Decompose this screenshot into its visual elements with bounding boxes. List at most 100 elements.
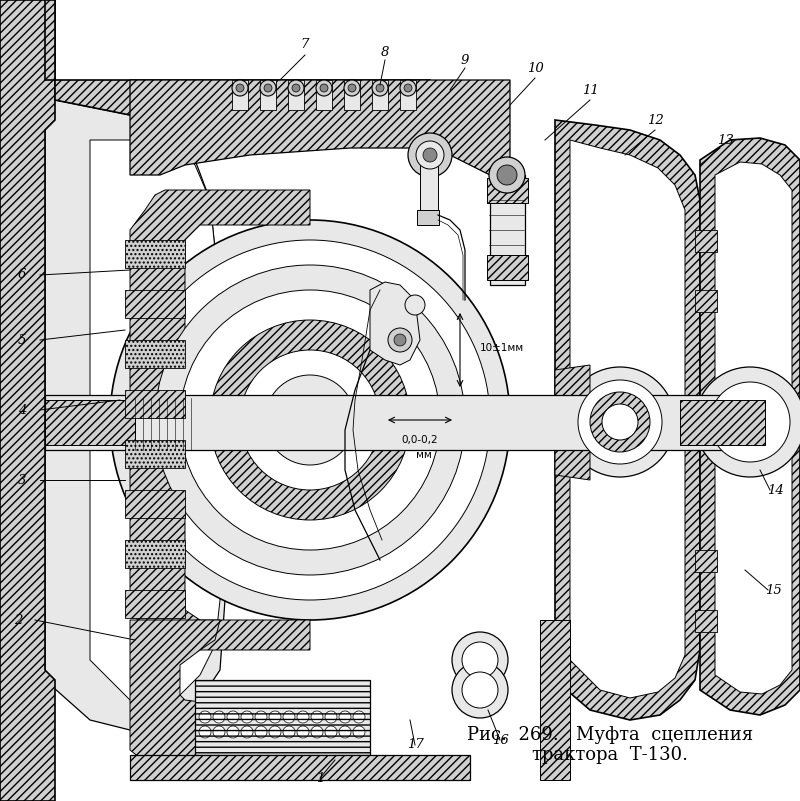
Text: 7: 7 xyxy=(301,38,309,51)
Circle shape xyxy=(255,711,267,723)
Bar xyxy=(695,610,717,632)
Polygon shape xyxy=(555,120,700,720)
Polygon shape xyxy=(90,140,220,700)
Circle shape xyxy=(232,80,248,96)
Circle shape xyxy=(264,84,272,92)
Circle shape xyxy=(405,295,425,315)
Bar xyxy=(232,80,248,110)
Circle shape xyxy=(260,80,276,96)
Circle shape xyxy=(292,84,300,92)
Bar xyxy=(125,590,185,618)
Circle shape xyxy=(400,80,416,96)
Bar xyxy=(344,80,360,110)
Text: 10: 10 xyxy=(526,62,543,74)
Polygon shape xyxy=(700,138,800,715)
Circle shape xyxy=(213,711,225,723)
Circle shape xyxy=(283,711,295,723)
Circle shape xyxy=(255,726,267,738)
Bar xyxy=(125,490,185,518)
Circle shape xyxy=(227,726,239,738)
Circle shape xyxy=(110,220,510,620)
Bar xyxy=(487,255,528,280)
Circle shape xyxy=(241,726,253,738)
Bar xyxy=(45,395,765,450)
Circle shape xyxy=(339,726,351,738)
Circle shape xyxy=(344,80,360,96)
Circle shape xyxy=(408,133,452,177)
Circle shape xyxy=(565,367,675,477)
Bar xyxy=(490,175,525,285)
Bar xyxy=(695,230,717,252)
Text: 10±1мм: 10±1мм xyxy=(480,343,524,353)
Text: 13: 13 xyxy=(717,134,734,147)
Circle shape xyxy=(602,404,638,440)
Polygon shape xyxy=(45,0,430,140)
Polygon shape xyxy=(0,0,55,801)
Text: 2: 2 xyxy=(14,614,22,626)
Circle shape xyxy=(388,328,412,352)
Text: 8: 8 xyxy=(381,46,389,58)
Circle shape xyxy=(376,84,384,92)
Text: 4: 4 xyxy=(18,404,26,417)
Circle shape xyxy=(265,375,355,465)
Polygon shape xyxy=(130,620,240,775)
Text: 1: 1 xyxy=(316,771,324,784)
Bar xyxy=(288,80,304,110)
Text: 3: 3 xyxy=(18,473,26,486)
Circle shape xyxy=(180,290,440,550)
Polygon shape xyxy=(370,282,420,365)
Circle shape xyxy=(199,726,211,738)
Bar xyxy=(125,290,185,318)
Bar xyxy=(420,155,438,215)
Text: 0,0-0,2: 0,0-0,2 xyxy=(402,435,438,445)
Circle shape xyxy=(325,711,337,723)
Circle shape xyxy=(339,711,351,723)
Polygon shape xyxy=(555,365,590,480)
Circle shape xyxy=(199,711,211,723)
Circle shape xyxy=(497,165,517,185)
Text: 6: 6 xyxy=(18,268,26,281)
Bar xyxy=(487,178,528,203)
Circle shape xyxy=(695,367,800,477)
Circle shape xyxy=(130,240,490,600)
Bar xyxy=(316,80,332,110)
Circle shape xyxy=(155,265,465,575)
Bar xyxy=(125,540,185,568)
Bar xyxy=(695,550,717,572)
Polygon shape xyxy=(715,162,792,694)
Circle shape xyxy=(283,726,295,738)
Text: 9: 9 xyxy=(461,54,469,66)
Circle shape xyxy=(210,320,410,520)
Circle shape xyxy=(452,632,508,688)
Circle shape xyxy=(240,350,380,490)
Circle shape xyxy=(394,334,406,346)
Bar xyxy=(400,80,416,110)
Polygon shape xyxy=(130,80,510,185)
Text: трактора  Т-130.: трактора Т-130. xyxy=(532,746,688,764)
Circle shape xyxy=(353,711,365,723)
Circle shape xyxy=(311,726,323,738)
Bar xyxy=(125,440,185,468)
Circle shape xyxy=(213,726,225,738)
Circle shape xyxy=(489,157,525,193)
Circle shape xyxy=(320,84,328,92)
Bar xyxy=(680,400,765,445)
Circle shape xyxy=(404,84,412,92)
Bar xyxy=(130,755,470,780)
Bar xyxy=(125,240,185,268)
Text: 5: 5 xyxy=(18,333,26,347)
Bar xyxy=(195,680,370,755)
Circle shape xyxy=(348,84,356,92)
Circle shape xyxy=(288,80,304,96)
Circle shape xyxy=(297,711,309,723)
Circle shape xyxy=(372,80,388,96)
Circle shape xyxy=(269,726,281,738)
Polygon shape xyxy=(130,190,310,650)
Bar xyxy=(195,680,370,755)
Circle shape xyxy=(423,148,437,162)
Circle shape xyxy=(590,392,650,452)
Circle shape xyxy=(416,141,444,169)
Circle shape xyxy=(269,711,281,723)
Circle shape xyxy=(236,84,244,92)
Bar xyxy=(540,620,570,780)
